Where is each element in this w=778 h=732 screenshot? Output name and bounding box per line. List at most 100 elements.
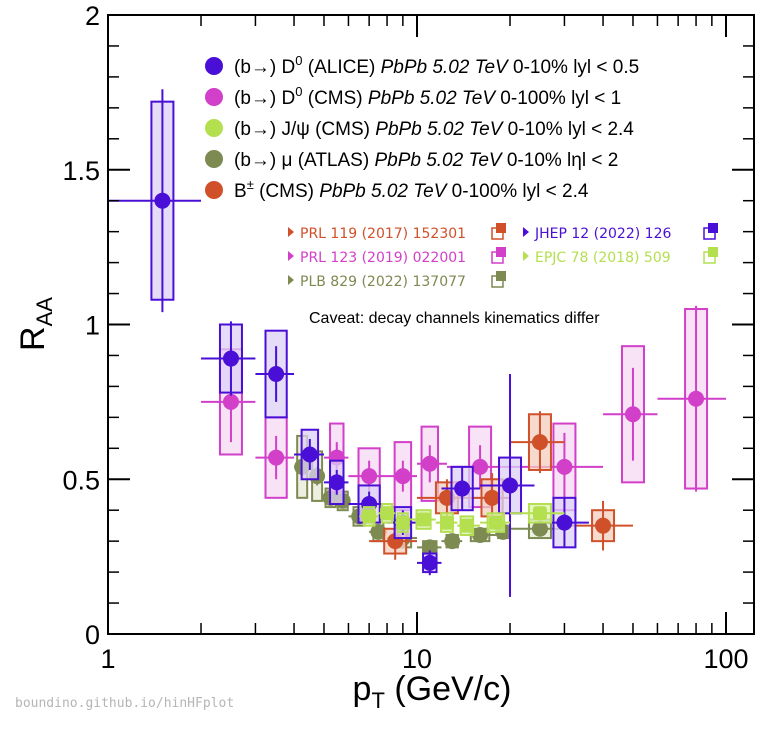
legend-marker — [205, 57, 223, 75]
legend-cuts: 0-10% lyl < 0.5 — [508, 57, 640, 78]
reference-arrow-icon — [288, 227, 294, 237]
reference-item: PRL 119 (2017) 152301 — [288, 223, 506, 242]
series-cms-d0 — [201, 305, 726, 512]
marker-circle — [361, 468, 378, 485]
data-point-cms-jpsi — [359, 506, 379, 527]
x-tick-label: 10 — [402, 644, 432, 674]
plot-background — [108, 15, 754, 634]
marker-circle — [595, 517, 612, 534]
legend-label: (b→) J/ψ (CMS) PbPb 5.02 TeV 0-10% lyl <… — [234, 119, 634, 140]
data-point-cms-d0 — [417, 425, 447, 502]
data-point-cms-bplus — [369, 522, 417, 560]
series-layer — [108, 89, 726, 597]
marker-circle — [328, 474, 345, 491]
marker-circle — [624, 406, 641, 423]
legend-particle: (b→) D — [234, 88, 295, 109]
reference-label: PRL 123 (2019) 022001 — [300, 250, 466, 266]
legend-label: (b→) D0 (ALICE) PbPb 5.02 TeV 0-10% lyl … — [234, 53, 639, 78]
data-point-alice-d0 — [480, 374, 535, 597]
marker-square — [416, 512, 431, 527]
marker-square — [488, 515, 503, 530]
legend-label: B± (CMS) PbPb 5.02 TeV 0-100% lyl < 2.4 — [234, 177, 589, 202]
marker-circle — [502, 477, 519, 494]
reference-arrow-icon — [523, 251, 529, 261]
legend-sup: 0 — [295, 84, 302, 99]
legend-system: PbPb 5.02 TeV — [368, 88, 497, 109]
external-link-icon-fill — [496, 271, 506, 281]
marker-circle — [472, 458, 489, 475]
reference-label: JHEP 12 (2022) 126 — [534, 226, 671, 242]
marker-circle — [688, 390, 705, 407]
reference-label: EPJC 78 (2018) 509 — [535, 250, 671, 266]
marker-circle — [556, 514, 573, 531]
data-point-atlas-mu — [417, 539, 442, 556]
x-axis-title-sub: T — [371, 688, 384, 713]
legend-detector: (CMS) — [310, 119, 375, 140]
data-point-alice-d0 — [108, 89, 202, 313]
reference-label: PLB 829 (2022) 137077 — [300, 274, 466, 290]
legend-particle: (b→) J/ψ — [234, 119, 310, 140]
legend-marker — [205, 119, 223, 137]
watermark: boundino.github.io/hinHFplot — [15, 696, 234, 711]
legend-cuts: 0-100% lyl < 2.4 — [446, 181, 588, 202]
legend-particle: (b→) D — [234, 57, 295, 78]
reference-arrow-icon — [288, 275, 294, 285]
y-tick-label: 0.5 — [62, 465, 100, 495]
reference-item: PRL 123 (2019) 022001 — [288, 247, 506, 266]
legend-detector: (CMS) — [254, 181, 319, 202]
data-point-cms-d0 — [510, 422, 604, 512]
external-link-icon-fill — [708, 223, 718, 233]
legend-marker — [205, 181, 223, 199]
reference-arrow-icon — [523, 227, 529, 237]
data-point-cms-jpsi — [395, 512, 411, 533]
data-point-atlas-mu — [441, 533, 463, 550]
external-link-icon-fill — [496, 247, 506, 257]
reference-label: PRL 119 (2017) 152301 — [300, 226, 466, 242]
marker-circle — [556, 458, 573, 475]
data-point-cms-jpsi — [457, 515, 481, 536]
legend-detector: (CMS) — [302, 88, 367, 109]
legend-system: PbPb 5.02 TeV — [381, 57, 510, 78]
legend-system: PbPb 5.02 TeV — [374, 150, 503, 171]
data-point-alice-d0 — [323, 459, 349, 506]
marker-square — [532, 506, 547, 521]
marker-square — [380, 506, 395, 521]
y-axis-title-main: R — [14, 326, 52, 351]
data-point-cms-jpsi — [510, 503, 565, 524]
marker-circle — [444, 533, 461, 550]
x-tick-label: 100 — [703, 644, 748, 674]
marker-square — [362, 509, 377, 524]
legend: (b→) D0 (ALICE) PbPb 5.02 TeV 0-10% lyl … — [205, 53, 639, 202]
legend-marker — [205, 88, 223, 106]
data-point-cms-jpsi — [410, 509, 436, 530]
marker-circle — [421, 539, 438, 556]
marker-circle — [370, 523, 387, 540]
legend-item-cms-bplus: B± (CMS) PbPb 5.02 TeV 0-100% lyl < 2.4 — [205, 177, 589, 202]
data-point-alice-d0 — [417, 550, 442, 576]
reference-item: PLB 829 (2022) 137077 — [288, 271, 506, 290]
data-point-cms-d0 — [255, 416, 295, 499]
reference-item: EPJC 78 (2018) 509 — [523, 247, 718, 266]
marker-circle — [222, 393, 239, 410]
legend-system: PbPb 5.02 TeV — [319, 181, 448, 202]
marker-circle — [154, 192, 171, 209]
marker-square — [439, 515, 454, 530]
marker-circle — [531, 520, 548, 537]
series-cms-jpsi — [359, 503, 565, 536]
data-point-cms-bplus — [510, 411, 565, 474]
y-tick-label: 1 — [85, 311, 100, 341]
marker-circle — [301, 446, 318, 463]
data-point-atlas-mu — [462, 526, 496, 543]
marker-circle — [421, 554, 438, 571]
data-point-cms-d0 — [603, 345, 658, 484]
marker-circle — [421, 455, 438, 472]
x-tick-label: 1 — [100, 644, 115, 674]
y-tick-label: 2 — [85, 1, 100, 31]
legend-item-cms-jpsi: (b→) J/ψ (CMS) PbPb 5.02 TeV 0-10% lyl <… — [205, 119, 634, 140]
marker-circle — [454, 480, 471, 497]
data-point-cms-d0 — [387, 441, 417, 512]
data-point-alice-d0 — [255, 329, 295, 419]
caveat-note: Caveat: decay channels kinematics differ — [309, 310, 600, 327]
x-axis-title: pT (GeV/c) — [353, 670, 512, 713]
plot-frame — [107, 14, 755, 635]
